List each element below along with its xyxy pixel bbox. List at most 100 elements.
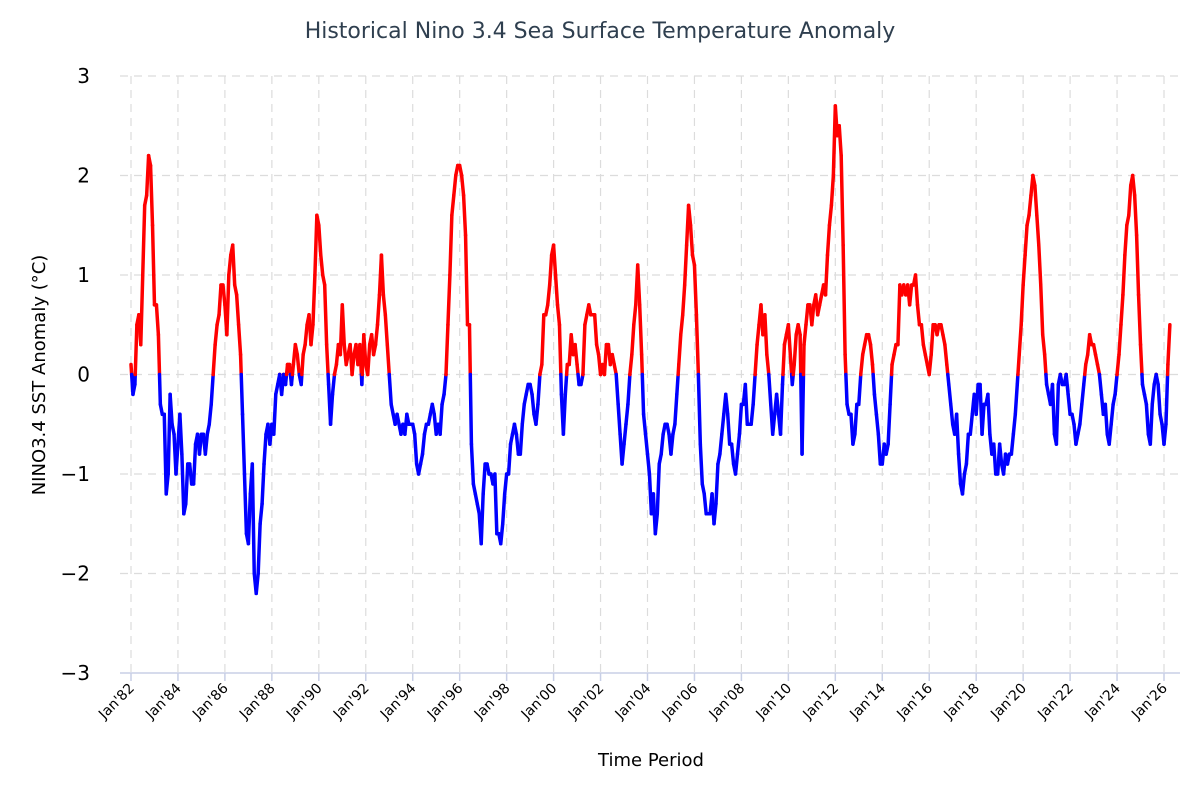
series-line-segment <box>825 223 832 257</box>
series-line-segment <box>1138 342 1144 377</box>
series-line-segment <box>913 273 920 307</box>
series-line-segment <box>829 173 836 208</box>
series-line-segment <box>260 462 266 506</box>
x-tick-label: Jan'24 <box>1081 680 1124 723</box>
x-tick-label: Jan'98 <box>471 681 514 724</box>
series-line-segment <box>303 323 309 347</box>
series-line-segment <box>317 223 323 257</box>
series-line-segment <box>209 372 215 407</box>
series-line-segment <box>737 402 744 436</box>
series-line-segment <box>886 402 892 446</box>
series-line-segment <box>686 203 693 227</box>
series-line-segment <box>929 323 935 357</box>
series-line-segment <box>187 462 194 486</box>
series-line-segment <box>841 243 847 357</box>
series-line-segment <box>140 203 147 277</box>
series-line-segment <box>802 323 808 347</box>
series-line-segment <box>1038 283 1045 337</box>
series-line-segment <box>749 402 755 426</box>
series-line-segment <box>540 313 546 367</box>
x-tick-label: Jan'08 <box>706 681 749 724</box>
series-line-segment <box>469 442 476 486</box>
x-tick-label: Jan'84 <box>142 680 185 723</box>
series-line-segment <box>859 352 865 377</box>
series-line-segment <box>514 432 521 456</box>
series-line-segment <box>1064 372 1070 397</box>
series-line-segment <box>871 372 877 397</box>
series-line-segment <box>1103 402 1110 436</box>
series-line-segment <box>240 412 247 476</box>
series-line-segment <box>896 283 902 347</box>
series-line-segment <box>148 163 155 227</box>
series-line-segment <box>1162 422 1168 446</box>
y-tick-label: −1 <box>61 462 90 486</box>
chart-title: Historical Nino 3.4 Sea Surface Temperat… <box>305 19 896 44</box>
series-line-segment <box>1166 323 1172 367</box>
series-line-segment <box>207 402 213 426</box>
series-line-segment <box>500 492 507 526</box>
series-line-segment <box>1097 372 1104 397</box>
series-line-segment <box>763 313 769 357</box>
series-line-segment <box>463 233 470 327</box>
series-line-segment <box>203 432 210 456</box>
series-line-segment <box>1080 382 1086 407</box>
series-line-segment <box>227 253 233 277</box>
series-line-segment <box>743 382 750 426</box>
series-line-segment <box>696 372 703 446</box>
series-line-segment <box>1035 213 1041 247</box>
series-line-segment <box>383 313 390 347</box>
series-line-segment <box>655 462 661 516</box>
series-line-segment <box>907 283 914 307</box>
series-line-segment <box>1123 223 1129 257</box>
series-line-segment <box>964 432 971 466</box>
y-tick-label: 1 <box>77 263 90 287</box>
series-line-segment <box>751 372 757 407</box>
series-line-segment <box>180 452 186 516</box>
series-line-segment <box>387 372 393 407</box>
series-line-segment <box>778 382 785 436</box>
series-line-segment <box>520 402 526 426</box>
series-line-segment <box>1130 173 1137 198</box>
series-line-segment <box>239 372 245 417</box>
x-tick-label: Jan'22 <box>1034 681 1077 724</box>
series-line-segment <box>139 273 145 347</box>
series-line-segment <box>1121 253 1127 297</box>
series-line-segment <box>452 173 458 198</box>
series-line-segment <box>258 502 264 526</box>
series-line-segment <box>381 293 388 317</box>
series-line-segment <box>534 402 540 426</box>
series-line-segment <box>250 462 257 576</box>
series-line-segment <box>373 323 380 347</box>
x-tick-label: Jan'90 <box>283 681 326 724</box>
series-line-segment <box>986 392 992 436</box>
series-line-segment <box>272 392 278 436</box>
series-line-segment <box>379 253 386 297</box>
series-line-segment <box>319 253 325 277</box>
series-line-segment <box>694 313 701 377</box>
series-line-segment <box>635 263 642 307</box>
series-line-segment <box>1156 382 1162 417</box>
series-line-segment <box>620 442 626 466</box>
series-line-segment <box>238 352 243 377</box>
series-line-segment <box>1119 293 1125 327</box>
series-line-segment <box>1109 402 1115 426</box>
series-line-segment <box>446 273 452 327</box>
series-line-segment <box>857 372 863 407</box>
series-line-segment <box>630 323 636 357</box>
series-line-segment <box>868 342 875 367</box>
x-tick-label: Jan'00 <box>518 681 561 724</box>
series-line-segment <box>640 372 646 417</box>
series-line-segment <box>1050 382 1057 436</box>
x-tick-label: Jan'86 <box>189 680 232 723</box>
x-tick-label: Jan'10 <box>753 681 796 724</box>
series-line-segment <box>256 522 262 576</box>
series-line-segment <box>242 472 249 536</box>
series-line-segment <box>555 303 562 327</box>
y-tick-label: 0 <box>77 363 90 387</box>
series-line-segment <box>230 243 237 287</box>
y-axis: 3 2 1 0 −1 −2 −3 <box>61 64 90 685</box>
series-line-segment <box>628 352 634 377</box>
series-line-segment <box>225 273 231 337</box>
series-line-segment <box>1037 243 1043 287</box>
